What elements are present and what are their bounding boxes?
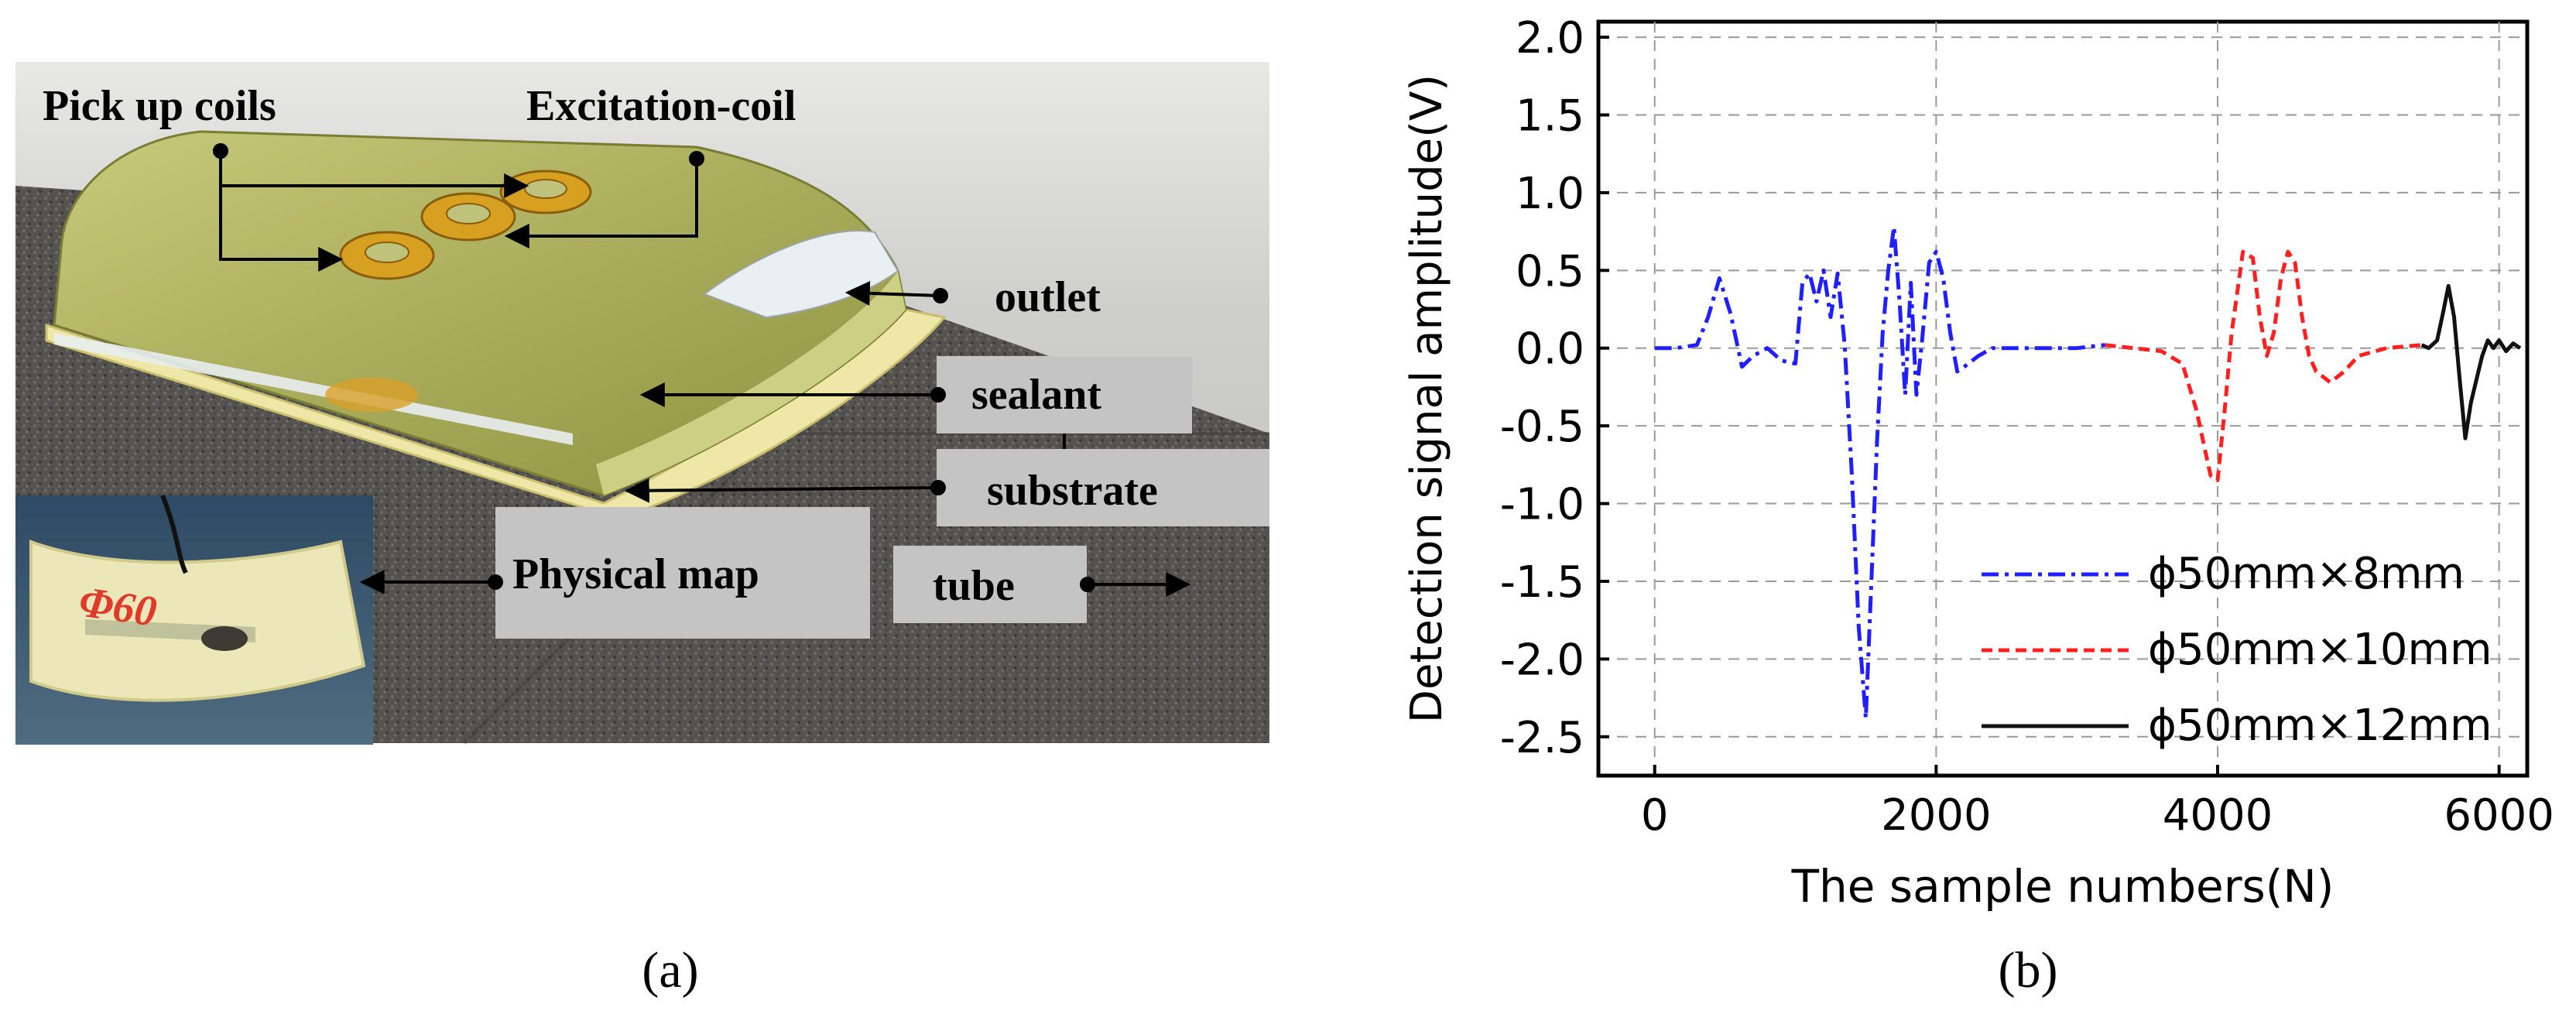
y-tick-label: 0.5 [1516, 246, 1584, 296]
panel-a-caption: (a) [642, 942, 698, 999]
y-tick-label: 1.0 [1516, 169, 1584, 219]
substrate-label: substrate [987, 467, 1158, 515]
legend: ϕ50mm×8mm ϕ50mm×10mm ϕ50mm×12mm [1982, 549, 2492, 751]
substrate-label-box [937, 449, 1269, 526]
y-tick-label: -2.0 [1500, 635, 1584, 685]
panel-b-chart: 2.0 1.5 1.0 0.5 0.0 -0.5 -1.0 -1.5 -2.0 -2.5 0 200… [1402, 13, 2554, 999]
y-tick-label: -1.0 [1500, 480, 1584, 530]
sealant-label: sealant [971, 371, 1101, 419]
y-axis-label: Detection signal amplitude(V) [1402, 74, 1452, 723]
series-group [1654, 224, 2522, 721]
y-ticks: 2.0 1.5 1.0 0.5 0.0 -0.5 -1.0 -1.5 -2.0 -2.5 [1500, 13, 1609, 763]
sealant-label-box [937, 356, 1192, 433]
physical-map-photo: Φ60 [15, 494, 373, 745]
x-axis-label: The sample numbers(N) [1791, 860, 2334, 913]
series-line-1 [1654, 224, 2105, 721]
sealant-front-face [596, 271, 906, 495]
plot-area [1596, 19, 2530, 778]
coil-3 [499, 170, 592, 214]
legend-label-2: ϕ50mm×10mm [2148, 625, 2492, 675]
x-tick-label: 6000 [2444, 790, 2554, 841]
excitation-coil-label: Excitation-coil [526, 82, 796, 130]
side-slot [54, 333, 573, 445]
coil-2 [420, 192, 516, 242]
physical-map-label-box [495, 507, 870, 639]
tube-label-box [893, 546, 1087, 623]
panel-b-caption: (b) [1999, 942, 2058, 999]
physical-map-label: Physical map [512, 550, 759, 598]
x-tick-label: 2000 [1881, 790, 1992, 841]
hidden-coil [325, 378, 418, 412]
panel-a: Φ60 Pick up coils Excitation-coil outlet… [15, 62, 1269, 999]
y-tick-label: -1.5 [1500, 557, 1584, 608]
y-tick-label: 0.0 [1516, 324, 1584, 375]
photo-handwriting: Φ60 [76, 577, 159, 636]
grid [1598, 22, 2527, 776]
y-tick-label: -0.5 [1500, 402, 1584, 452]
outlet-label: outlet [995, 273, 1101, 321]
x-tick-label: 4000 [2163, 790, 2273, 841]
leader-lines [213, 143, 1191, 597]
y-tick-label: 1.5 [1516, 91, 1584, 141]
y-tick-label: -2.5 [1500, 713, 1584, 763]
series-line-3 [2420, 283, 2522, 440]
legend-label-3: ϕ50mm×12mm [2148, 701, 2492, 751]
coil-1 [339, 231, 435, 280]
x-tick-label: 0 [1641, 790, 1669, 841]
y-tick-label: 2.0 [1516, 13, 1584, 63]
series-line-2 [2105, 249, 2422, 482]
pickup-coils-label: Pick up coils [43, 82, 276, 130]
x-ticks: 0 2000 4000 6000 [1641, 765, 2554, 841]
legend-label-1: ϕ50mm×8mm [2148, 549, 2465, 599]
tube-label: tube [933, 562, 1015, 610]
